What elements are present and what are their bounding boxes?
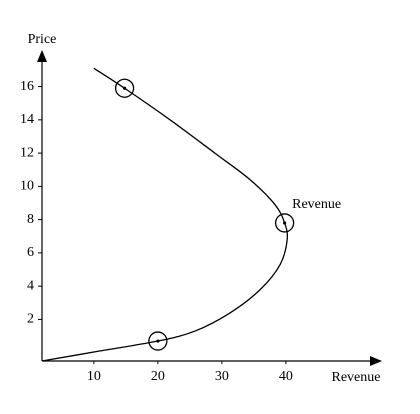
x-axis-label: Revenue: [332, 370, 381, 385]
y-tick-label: 6: [27, 245, 34, 260]
x-tick-label: 30: [215, 369, 229, 384]
point-circle: [274, 213, 295, 233]
x-tick-label: 10: [87, 369, 101, 384]
curve: [41, 67, 289, 362]
point-dot: [156, 339, 160, 343]
y-tick-label: 14: [20, 112, 34, 127]
y-tick-label: 8: [27, 212, 34, 227]
y-tick-label: 10: [20, 179, 34, 194]
y-axis-label: Price: [28, 32, 57, 47]
y-tick-label: 12: [20, 145, 34, 160]
x-tick-label: 20: [151, 369, 165, 384]
x-axis-arrow: [370, 356, 382, 366]
annotation: Revenue: [292, 197, 341, 212]
point-circle: [114, 78, 135, 98]
point-circle: [148, 331, 168, 351]
y-tick-label: 4: [27, 278, 34, 293]
y-tick-label: 16: [20, 79, 34, 94]
point-dot: [122, 86, 127, 90]
y-tick-label: 2: [27, 312, 34, 327]
x-tick-label: 40: [279, 369, 293, 384]
point-dot: [283, 221, 287, 225]
y-axis-arrow: [37, 50, 47, 62]
